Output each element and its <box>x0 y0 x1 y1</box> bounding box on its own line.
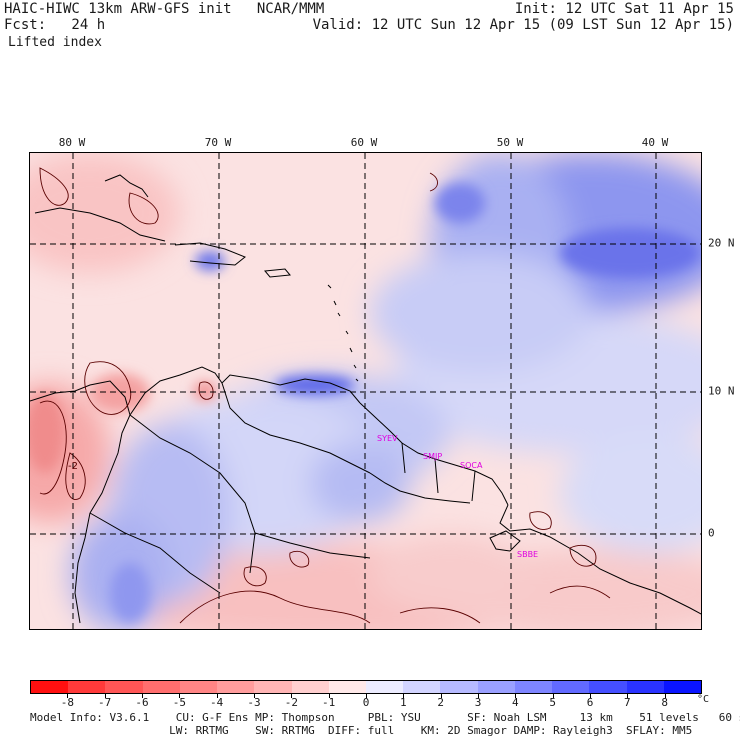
colorbar-label: -2 <box>284 696 298 709</box>
colorbar-cell <box>105 681 143 693</box>
colorbar-tick <box>328 694 330 698</box>
colorbar-label: -3 <box>247 696 261 709</box>
colorbar-tick <box>366 694 367 698</box>
colorbar-cell <box>179 681 218 693</box>
colorbar-tick <box>254 694 255 698</box>
colorbar-label: 6 <box>586 696 594 709</box>
colorbar-label: 1 <box>400 696 407 709</box>
colorbar-label: 0 <box>362 696 370 709</box>
colorbar-label: -8 <box>60 696 74 709</box>
colorbar-cell <box>589 681 627 693</box>
colorbar-label: 5 <box>549 696 556 709</box>
field-cores <box>30 183 700 623</box>
colorbar-label: -4 <box>210 696 224 709</box>
colorbar-tick <box>590 694 591 698</box>
colorbar-cell <box>403 681 441 693</box>
colorbar-cell <box>365 681 404 693</box>
lat-label-0: 0 <box>708 526 715 540</box>
lon-label-50w: 50 W <box>496 136 524 149</box>
colorbar-cell <box>142 681 180 693</box>
colorbar-tick <box>627 694 629 698</box>
colorbar-tick <box>216 694 218 698</box>
colorbar-tick <box>478 694 479 698</box>
colorbar-label: 8 <box>661 696 668 709</box>
colorbar <box>30 680 702 694</box>
colorbar-cell <box>291 681 329 693</box>
lon-label-80w: 80 W <box>58 136 86 149</box>
colorbar-tick <box>403 694 405 698</box>
colorbar-cell <box>514 681 553 693</box>
colorbar-tick <box>440 694 442 698</box>
colorbar-label: -5 <box>172 696 186 709</box>
colorbar-cell <box>477 681 515 693</box>
lat-label-20n: 20 N <box>708 236 735 250</box>
colorbar-tick <box>67 694 69 698</box>
colorbar-tick <box>104 694 106 698</box>
colorbar-tick <box>291 694 293 698</box>
colorbar-cell <box>328 681 366 693</box>
colorbar-label: 2 <box>437 696 444 709</box>
colorbar-cell <box>68 681 106 693</box>
colorbar-cell <box>552 681 590 693</box>
forecast-hour: Fcst: 24 h <box>4 17 106 33</box>
colorbar-label: 3 <box>474 696 482 709</box>
init-time: Init: 12 UTC Sat 11 Apr 15 <box>514 1 734 17</box>
lifted-index-map: -2 SYEV SMJP SOCA SBBE <box>30 153 701 629</box>
colorbar-label: 7 <box>624 696 631 709</box>
station-soca: SOCA <box>460 461 483 470</box>
colorbar-cell <box>626 681 664 693</box>
station-sbbe: SBBE <box>517 550 538 559</box>
colorbar-tick <box>142 694 143 698</box>
lon-label-40w: 40 W <box>641 136 669 149</box>
model-info-line1: Model Info: V3.6.1 CU: G-F Ens MP: Thomp… <box>30 711 740 724</box>
colorbar-tick <box>179 694 181 698</box>
colorbar-unit: °C <box>697 694 710 705</box>
colorbar-cell <box>440 681 478 693</box>
colorbar-cell <box>254 681 292 693</box>
contour-label: -2 <box>68 461 78 472</box>
colorbar-tick <box>664 694 666 698</box>
field-name: Lifted index <box>8 35 102 50</box>
station-syev: SYEV <box>377 434 398 443</box>
coastlines <box>30 174 701 624</box>
colorbar-tick <box>515 694 517 698</box>
colorbar-cell <box>217 681 255 693</box>
colorbar-label: 4 <box>512 696 519 709</box>
station-smjp: SMJP <box>423 452 442 461</box>
colorbar-tick <box>552 694 554 698</box>
latlon-grid <box>30 153 701 629</box>
colorbar-cell <box>663 681 701 693</box>
stations: SYEV SMJP SOCA SBBE <box>377 434 538 559</box>
chart-title: HAIC-HIWC 13km ARW-GFS init NCAR/MMM <box>4 1 325 17</box>
map-panel: -2 SYEV SMJP SOCA SBBE <box>29 152 702 630</box>
colorbar-label: -1 <box>322 696 336 709</box>
contours <box>39 167 611 624</box>
colorbar-cell <box>31 681 69 693</box>
valid-time: Valid: 12 UTC Sun 12 Apr 15 (09 LST Sun … <box>312 17 734 33</box>
colorbar-label: -7 <box>98 696 112 709</box>
model-info-line2: LW: RRTMG SW: RRTMG DIFF: full KM: 2D Sm… <box>30 724 693 737</box>
lon-label-60w: 60 W <box>350 136 378 149</box>
colorbar-label: -6 <box>135 696 149 709</box>
lon-label-70w: 70 W <box>204 136 232 149</box>
lat-label-10n: 10 N <box>708 384 735 398</box>
